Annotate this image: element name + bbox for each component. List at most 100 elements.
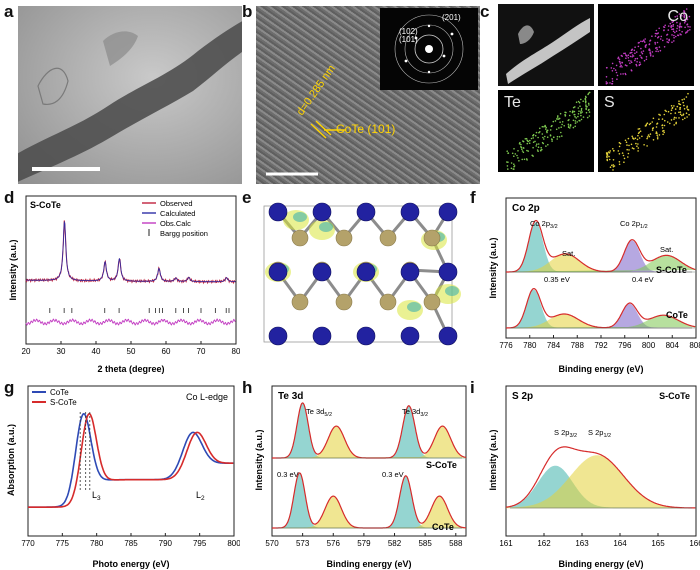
eds-dot (632, 55, 635, 57)
eds-dot (630, 60, 632, 62)
eds-dot (624, 64, 627, 66)
eds-dot (585, 111, 588, 114)
eds-dot (573, 113, 575, 116)
eds-dot (631, 135, 633, 138)
eds-dot (612, 165, 615, 168)
x-tick-label: 50 (127, 347, 136, 356)
legend-s-cote: S-CoTe (50, 398, 77, 407)
te-atom (423, 293, 441, 311)
eds-dot (642, 39, 645, 41)
co-atom (268, 202, 288, 222)
l2-label: L2 (196, 490, 205, 502)
eds-dot (654, 41, 656, 44)
eds-dot (659, 49, 662, 52)
series-S-CoTe (28, 412, 234, 508)
charge-density (407, 302, 421, 312)
eds-dot (642, 50, 645, 52)
eds-dot (641, 40, 644, 43)
lattice-marker (310, 120, 346, 139)
eds-dot (675, 30, 678, 32)
eds-dot (673, 36, 675, 39)
eds-dot (673, 124, 675, 126)
co-map-label: Co (667, 8, 688, 25)
eds-dot (618, 58, 621, 60)
s-map-label: S (604, 94, 615, 111)
plot-frame (27, 385, 235, 537)
eds-dot (645, 56, 648, 58)
eds-dot (559, 112, 562, 115)
eds-dot (640, 51, 643, 53)
eds-dot (627, 57, 630, 59)
sample-label-bottom: CoTe (666, 310, 688, 320)
eds-dot (676, 25, 679, 27)
x-tick-label: 770 (21, 539, 35, 548)
eds-dot (637, 150, 639, 152)
eds-dot (513, 163, 515, 165)
eds-dot (541, 141, 544, 144)
eds-dot (679, 24, 681, 26)
eds-dot (658, 118, 660, 120)
x-tick-label: 165 (651, 539, 665, 548)
eds-dot (660, 35, 663, 38)
eds-dot (615, 71, 618, 74)
legend-calculated: Calculated (160, 209, 195, 218)
eds-dot (672, 25, 674, 28)
eds-dot (651, 51, 654, 53)
te-atom (379, 229, 397, 247)
co-atom (400, 326, 420, 346)
eds-dot (652, 127, 655, 129)
eds-dot (662, 39, 664, 42)
eds-dot (645, 44, 648, 46)
eds-dot (672, 28, 674, 31)
eds-dot (557, 115, 559, 117)
eds-dot (630, 61, 633, 64)
eds-dot (641, 52, 644, 55)
eds-dot (623, 161, 625, 163)
eds-dot (619, 65, 621, 68)
eds-dot (554, 120, 557, 122)
charge-density (445, 286, 459, 296)
eds-dot (560, 131, 562, 134)
eds-dot (689, 26, 691, 28)
eds-dot (632, 137, 634, 139)
eds-dot (638, 128, 641, 130)
eds-dot (580, 114, 582, 117)
eds-dot (639, 61, 641, 64)
eds-dot (631, 147, 634, 149)
eds-dot (670, 109, 673, 111)
eds-dot (673, 116, 676, 119)
co-atom (312, 262, 332, 282)
eds-dot (670, 26, 672, 29)
eds-dot (535, 131, 538, 134)
eds-dot (684, 26, 686, 29)
te-atom (291, 229, 309, 247)
eds-dot (577, 113, 580, 115)
series-calculated (26, 221, 236, 283)
eds-dot (619, 142, 622, 145)
eds-dot (677, 34, 680, 37)
eds-dot (681, 30, 683, 33)
eds-dot (588, 104, 590, 106)
eds-dot (635, 63, 637, 66)
eds-dot (652, 139, 655, 141)
eds-dot (517, 150, 519, 152)
x-tick-label: 808 (689, 341, 700, 350)
y-axis-label: Intensity (a.u.) (488, 237, 498, 298)
eds-dot (627, 54, 630, 56)
x-axis-label: Binding energy (eV) (326, 559, 411, 569)
eds-dot (637, 143, 639, 145)
plot-frame (271, 385, 467, 537)
eds-dot (626, 64, 628, 67)
eds-dot (580, 111, 582, 113)
eds-dot (656, 122, 659, 125)
x-tick-label: 585 (418, 539, 432, 548)
eds-dot (537, 146, 540, 148)
eds-dot (655, 29, 658, 32)
eds-dot (649, 52, 652, 55)
eds-dot (627, 137, 630, 140)
eds-dot (686, 105, 688, 108)
eds-dot (635, 51, 638, 53)
eds-dot (611, 70, 614, 72)
eds-dot (526, 142, 529, 145)
envelope-S-CoTe (506, 219, 696, 273)
